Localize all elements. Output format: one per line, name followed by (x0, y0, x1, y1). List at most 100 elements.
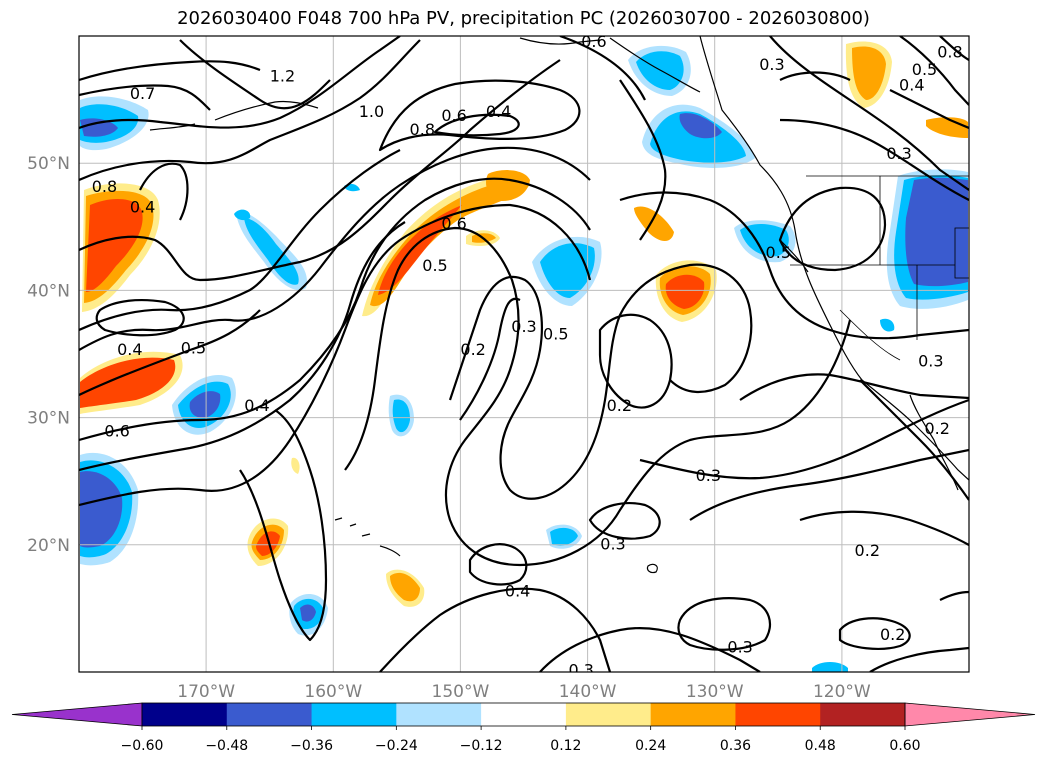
contour-label: 0.3 (511, 317, 536, 336)
pv-contours (79, 36, 969, 672)
contour-label: 0.3 (759, 55, 784, 74)
colorbar-swatch (565, 703, 652, 726)
lon-label: 140°W (559, 682, 617, 702)
contour-label-text: 0.4 (505, 582, 530, 601)
colorbar-tick-label: 0.60 (889, 738, 920, 754)
lon-label: 170°W (177, 682, 235, 702)
map-frame (78, 35, 970, 673)
contour-label-text: 0.4 (899, 75, 924, 94)
contour-label: 0.3 (918, 351, 943, 370)
contour-label: 0.2 (460, 340, 485, 359)
lon-label: 120°W (813, 682, 871, 702)
contour-label-text: 0.5 (912, 60, 937, 79)
contour-label-text: 0.2 (460, 340, 485, 359)
contour-label-text: 0.5 (543, 325, 568, 344)
contour-label: 0.2 (880, 625, 905, 644)
contour-label: 0.5 (181, 339, 206, 358)
colorbar-tick-label: −0.12 (460, 738, 503, 754)
contour-label-text: 0.6 (104, 421, 129, 440)
lon-label: 150°W (432, 682, 490, 702)
contour-label: 0.4 (505, 582, 530, 601)
contour-label-text: 0.2 (607, 396, 632, 415)
lon-label: 130°W (686, 682, 744, 702)
contour-label: 0.3 (600, 535, 625, 554)
colorbar-swatch (311, 703, 397, 726)
contour-label-text: 0.3 (600, 535, 625, 554)
contour-label: 0.6 (581, 32, 606, 51)
contour-label-text: 0.6 (441, 214, 466, 233)
contour-label: 0.3 (696, 466, 721, 485)
colorbar-swatch (142, 703, 228, 726)
contour-label: 0.2 (855, 541, 880, 560)
contour-label: 0.8 (92, 177, 117, 196)
colorbar-swatch (481, 703, 567, 726)
colorbar-swatch (396, 703, 482, 726)
colorbar-tick-label: −0.48 (205, 738, 248, 754)
precip-positive-shading (80, 41, 968, 607)
contour-label: 0.5 (912, 60, 937, 79)
colorbar-tick-label: −0.60 (121, 738, 164, 754)
contour-label-text: 0.4 (244, 396, 269, 415)
lat-label: 20°N (27, 536, 70, 556)
contour-label: 0.6 (441, 106, 466, 125)
contour-label-text: 0.2 (855, 541, 880, 560)
contour-label: 1.0 (359, 102, 384, 121)
colorbar-swatch (226, 703, 313, 726)
contour-label-text: 0.3 (886, 144, 911, 163)
contour-label: 0.4 (244, 396, 269, 415)
contour-label: 0.4 (130, 197, 155, 216)
contour-label: 0.7 (130, 84, 155, 103)
lon-label: 160°W (304, 682, 362, 702)
colorbar-tick-label: 0.12 (550, 738, 581, 754)
colorbar-tick-label: 0.24 (635, 738, 666, 754)
colorbar-tick-label: 0.48 (805, 738, 836, 754)
contour-label: 1.2 (270, 66, 295, 85)
contour-label-text: 0.8 (937, 42, 962, 61)
map-title: 2026030400 F048 700 hPa PV, precipitatio… (177, 8, 870, 29)
contour-label-text: 0.7 (130, 84, 155, 103)
contour-label: 0.8 (937, 42, 962, 61)
colorbar-max-extend (904, 702, 1036, 727)
colorbar-swatch (650, 703, 736, 726)
contour-label-text: 1.2 (270, 66, 295, 85)
contour-label: 0.3 (886, 144, 911, 163)
contour-label-text: 0.8 (410, 120, 435, 139)
contour-label-text: 0.4 (486, 102, 511, 121)
colorbar-swatch (820, 703, 906, 726)
contour-label-text: 0.5 (181, 339, 206, 358)
colorbar-min-extend (11, 702, 143, 727)
colorbar-tick-label: −0.36 (290, 738, 333, 754)
contour-label: 0.3 (568, 660, 593, 679)
contour-labels: 1.21.00.80.6 0.40.70.80.40.60.50.20.3 0.50… (92, 32, 963, 679)
contour-label-text: 0.2 (880, 625, 905, 644)
contour-label-text: 0.6 (441, 106, 466, 125)
contour-label-text: 0.3 (568, 660, 593, 679)
contour-label: 0.2 (607, 396, 632, 415)
colorbar (11, 702, 1036, 727)
coastlines (149, 36, 969, 574)
longitude-labels: 170°W 160°W 150°W 140°W 130°W 120°W (177, 682, 871, 702)
contour-label-text: 0.6 (581, 32, 606, 51)
contour-label: 0.8 (410, 120, 435, 139)
contour-label-text: 0.2 (924, 419, 949, 438)
contour-label-text: 0.3 (511, 317, 536, 336)
contour-label: 0.5 (422, 256, 447, 275)
colorbar-outline (141, 702, 906, 727)
contour-label-text: 0.8 (92, 177, 117, 196)
contour-label: 0.4 (899, 75, 924, 94)
contour-label-text: 0.3 (696, 466, 721, 485)
contour-label-text: 1.0 (359, 102, 384, 121)
lat-label: 50°N (27, 154, 70, 174)
contour-label-text: 0.3 (918, 351, 943, 370)
contour-label: 0.4 (117, 340, 142, 359)
contour-label-text: 0.4 (130, 197, 155, 216)
colorbar-tick-label: −0.24 (375, 738, 418, 754)
colorbar-swatch (735, 703, 821, 726)
contour-label: 0.6 (441, 214, 466, 233)
contour-label-text: 0.5 (422, 256, 447, 275)
colorbar-tick-label: 0.36 (720, 738, 751, 754)
lat-label: 30°N (27, 409, 70, 429)
latitude-labels: 20°N 30°N 40°N 50°N (27, 154, 70, 556)
gridlines (79, 36, 969, 672)
